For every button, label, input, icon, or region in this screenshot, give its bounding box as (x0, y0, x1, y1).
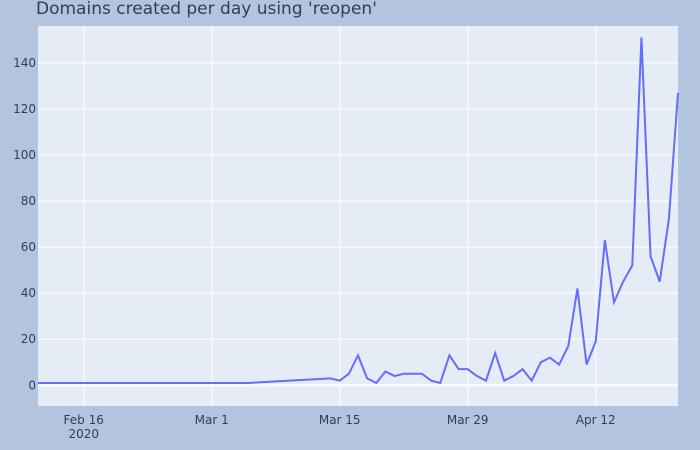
x-tick-label: Apr 12 (576, 413, 616, 427)
x-tick-label: Mar 15 (319, 413, 361, 427)
y-tick-label: 120 (13, 102, 36, 116)
plot-area (38, 26, 678, 406)
chart-title: Domains created per day using 'reopen' (36, 0, 377, 19)
series-line (38, 37, 679, 385)
y-tick-label: 100 (13, 148, 36, 162)
y-tick-label: 40 (21, 286, 36, 300)
y-tick-label: 0 (28, 378, 36, 392)
x-tick-sublabel: 2020 (68, 427, 99, 441)
y-tick-label: 80 (21, 194, 36, 208)
y-tick-label: 60 (21, 240, 36, 254)
x-tick-label: Mar 29 (447, 413, 489, 427)
y-tick-label: 20 (21, 332, 36, 346)
y-axis-ticks: 0 20 40 60 80 100 120 140 (13, 56, 36, 392)
x-tick-label: Feb 16 (64, 413, 104, 427)
y-tick-label: 140 (13, 56, 36, 70)
x-tick-label: Mar 1 (195, 413, 229, 427)
